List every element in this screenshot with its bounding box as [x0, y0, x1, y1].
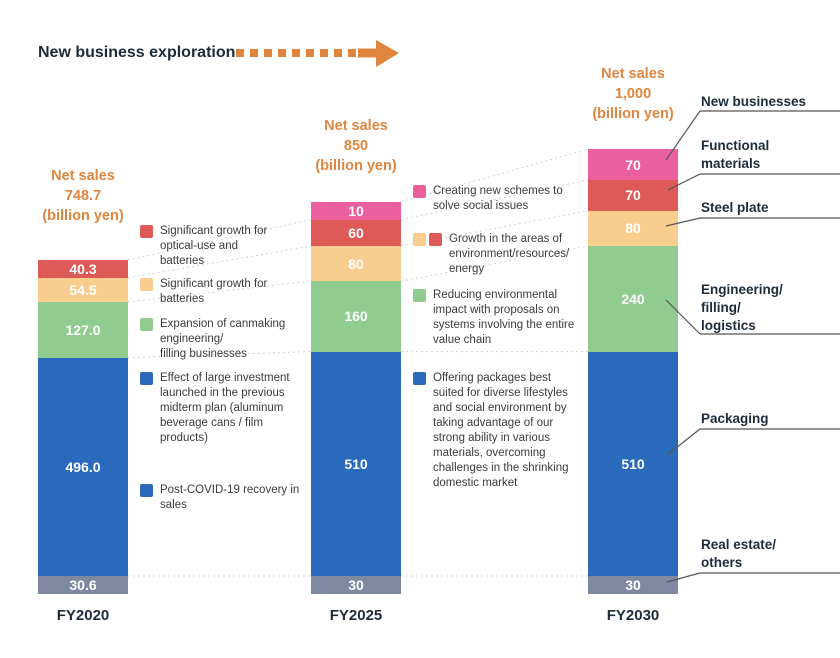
- net-sales-value: 748.7: [64, 188, 102, 204]
- bar-segment-blue: 496.0: [38, 357, 128, 576]
- bar-segment-pink: 10: [311, 201, 401, 220]
- segment-value-label: 80: [625, 220, 641, 237]
- note-fy2025-packages: Offering packages best suited for divers…: [413, 371, 598, 491]
- note-fy2020-batteries: Significant growth for batteries: [140, 277, 300, 307]
- segment-value-label: 80: [348, 255, 364, 272]
- bar-segment-yellow: 80: [588, 210, 678, 246]
- note-fy2020-investment: Effect of large investment launched in t…: [140, 371, 310, 446]
- segment-label-new-businesses: New businesses: [701, 94, 807, 109]
- net-sales-unit: (billion yen): [42, 208, 124, 224]
- legend-swatch-blue: [413, 372, 426, 385]
- net-sales-value: 850: [343, 138, 369, 154]
- segment-label-engineering: Engineering/ filling/ logistics: [701, 282, 783, 333]
- segment-value-label: 30: [625, 577, 641, 593]
- note-text: Effect of large investment launched in t…: [160, 372, 290, 444]
- bar-segment-red: 70: [588, 180, 678, 211]
- segment-value-label: 60: [348, 224, 364, 241]
- legend-swatch-yellow: [140, 278, 153, 291]
- segment-value-label: 70: [625, 156, 641, 173]
- segment-value-label: 160: [344, 308, 368, 325]
- axis-label-fy2025: FY2025: [329, 607, 383, 624]
- axis-label-fy2030: FY2030: [606, 607, 660, 624]
- note-fy2020-covid: Post-COVID-19 recovery in sales: [140, 483, 310, 513]
- legend-swatch-red: [140, 225, 153, 238]
- note-text: Significant growth for batteries: [160, 278, 268, 305]
- note-text: Creating new schemes to solve social iss…: [433, 185, 563, 212]
- bar-segment-gray: 30.6: [38, 576, 128, 594]
- bar-segment-green: 160: [311, 281, 401, 352]
- bar-segment-green: 127.0: [38, 301, 128, 358]
- segment-value-label: 496.0: [65, 458, 101, 475]
- bar-segment-gray: 30: [311, 576, 401, 594]
- segment-value-label: 40.3: [69, 260, 97, 277]
- bar-segment-blue: 510: [311, 351, 401, 576]
- net-sales-caption: Net sales: [601, 66, 665, 82]
- legend-swatch-green: [140, 318, 153, 331]
- note-fy2025-schemes: Creating new schemes to solve social iss…: [413, 184, 593, 214]
- segment-value-label: 510: [621, 455, 645, 472]
- note-text: Growth in the areas of environment/resou…: [449, 233, 570, 275]
- segment-label-packaging: Packaging: [701, 411, 769, 426]
- net-sales-caption: Net sales: [324, 118, 388, 134]
- bar-segment-blue: 510: [588, 351, 678, 576]
- bar-segment-pink: 70: [588, 149, 678, 180]
- bar-segment-red: 40.3: [38, 259, 128, 278]
- axis-label-fy2020: FY2020: [56, 607, 110, 624]
- legend-swatch-blue: [140, 372, 153, 385]
- segment-value-label: 127.0: [65, 321, 101, 338]
- note-text: Reducing environmental impact with propo…: [433, 289, 575, 346]
- note-fy2025-environment: Growth in the areas of environment/resou…: [413, 232, 598, 277]
- bar-segment-red: 60: [311, 219, 401, 246]
- legend-swatch-blue: [140, 484, 153, 497]
- net-sales-fy2025: Net sales 850 (billion yen): [281, 116, 431, 176]
- legend-swatch-red: [429, 233, 442, 246]
- segment-label-real-estate: Real estate/ others: [701, 537, 777, 570]
- note-text: Offering packages best suited for divers…: [433, 372, 569, 489]
- note-fy2020-canmaking: Expansion of canmaking engineering/ fill…: [140, 317, 310, 362]
- segment-value-label: 30: [348, 577, 364, 593]
- segment-label-functional-materials: Functional materials: [701, 138, 770, 171]
- segment-value-label: 30.6: [69, 577, 97, 593]
- segment-label-steel-plate: Steel plate: [701, 200, 769, 215]
- page-title: New business exploration: [38, 44, 236, 61]
- segment-value-label: 240: [621, 290, 645, 307]
- note-fy2025-impact: Reducing environmental impact with propo…: [413, 288, 598, 348]
- note-text: Expansion of canmaking engineering/ fill…: [160, 318, 286, 360]
- bar-segment-gray: 30: [588, 576, 678, 594]
- net-sales-fy2030: Net sales 1,000 (billion yen): [558, 64, 708, 124]
- segment-value-label: 70: [625, 187, 641, 204]
- net-sales-unit: (billion yen): [592, 106, 674, 122]
- bar-segment-yellow: 54.5: [38, 277, 128, 302]
- net-sales-fy2020: Net sales 748.7 (billion yen): [8, 166, 158, 226]
- net-sales-unit: (billion yen): [315, 158, 397, 174]
- bar-segment-yellow: 80: [311, 246, 401, 282]
- bar-segment-green: 240: [588, 246, 678, 352]
- net-sales-caption: Net sales: [51, 168, 115, 184]
- segment-value-label: 510: [344, 455, 368, 472]
- segment-value-label: 10: [348, 202, 364, 219]
- note-fy2020-optical: Significant growth for optical-use and b…: [140, 224, 300, 269]
- legend-swatch-pink: [413, 185, 426, 198]
- legend-swatch-yellow: [413, 233, 426, 246]
- note-text: Post-COVID-19 recovery in sales: [160, 484, 300, 511]
- segment-value-label: 54.5: [69, 281, 97, 298]
- legend-swatch-green: [413, 289, 426, 302]
- note-text: Significant growth for optical-use and b…: [160, 225, 268, 267]
- net-sales-value: 1,000: [614, 86, 652, 102]
